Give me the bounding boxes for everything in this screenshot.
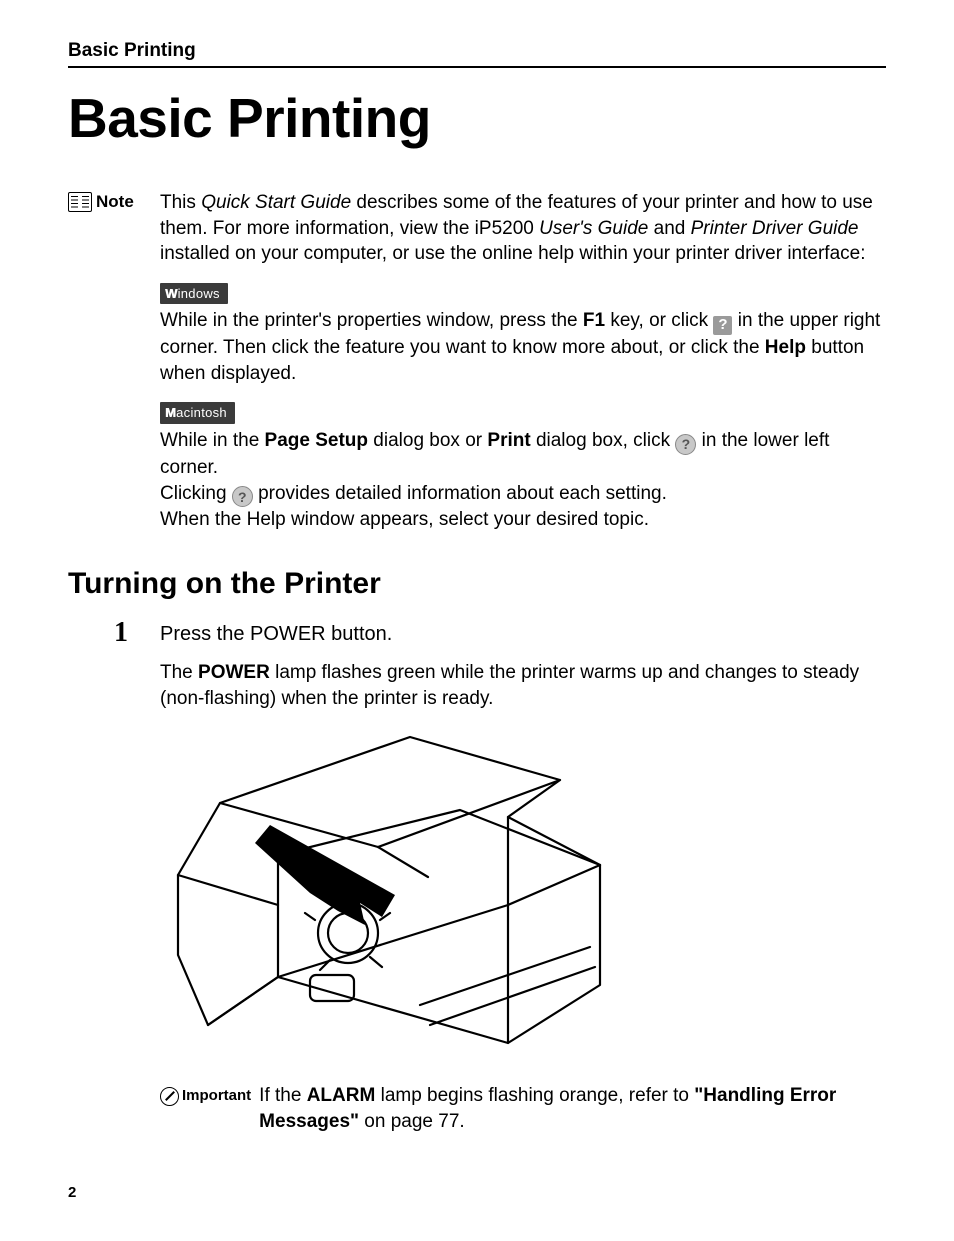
important-icon <box>160 1087 179 1106</box>
note-label: Note <box>68 192 134 212</box>
important-text: If the ALARM lamp begins flashing orange… <box>259 1083 886 1134</box>
windows-help-text: While in the printer's properties window… <box>160 308 886 386</box>
note-icon <box>68 192 92 212</box>
page-number: 2 <box>68 1184 886 1201</box>
help-square-icon: ? <box>713 316 732 335</box>
page-title: Basic Printing <box>68 86 886 150</box>
printer-illustration <box>160 725 886 1063</box>
step-text: The POWER lamp flashes green while the p… <box>160 660 886 711</box>
step-title: Press the POWER button. <box>160 621 886 648</box>
important-label-text: Important <box>182 1086 251 1106</box>
note-label-text: Note <box>96 192 134 212</box>
help-circle-icon: ? <box>675 434 696 455</box>
note-intro: This Quick Start Guide describes some of… <box>160 190 886 267</box>
section-heading: Turning on the Printer <box>68 567 886 601</box>
mac-help-text: While in the Page Setup dialog box or Pr… <box>160 428 886 533</box>
step-number: 1 <box>68 619 160 647</box>
macintosh-tag: MacintoshMacintosh <box>160 402 235 424</box>
running-header: Basic Printing <box>68 40 886 68</box>
windows-tag: WWindowsindows <box>160 283 228 305</box>
important-label: Important <box>160 1083 251 1106</box>
help-circle-icon: ? <box>232 486 253 507</box>
